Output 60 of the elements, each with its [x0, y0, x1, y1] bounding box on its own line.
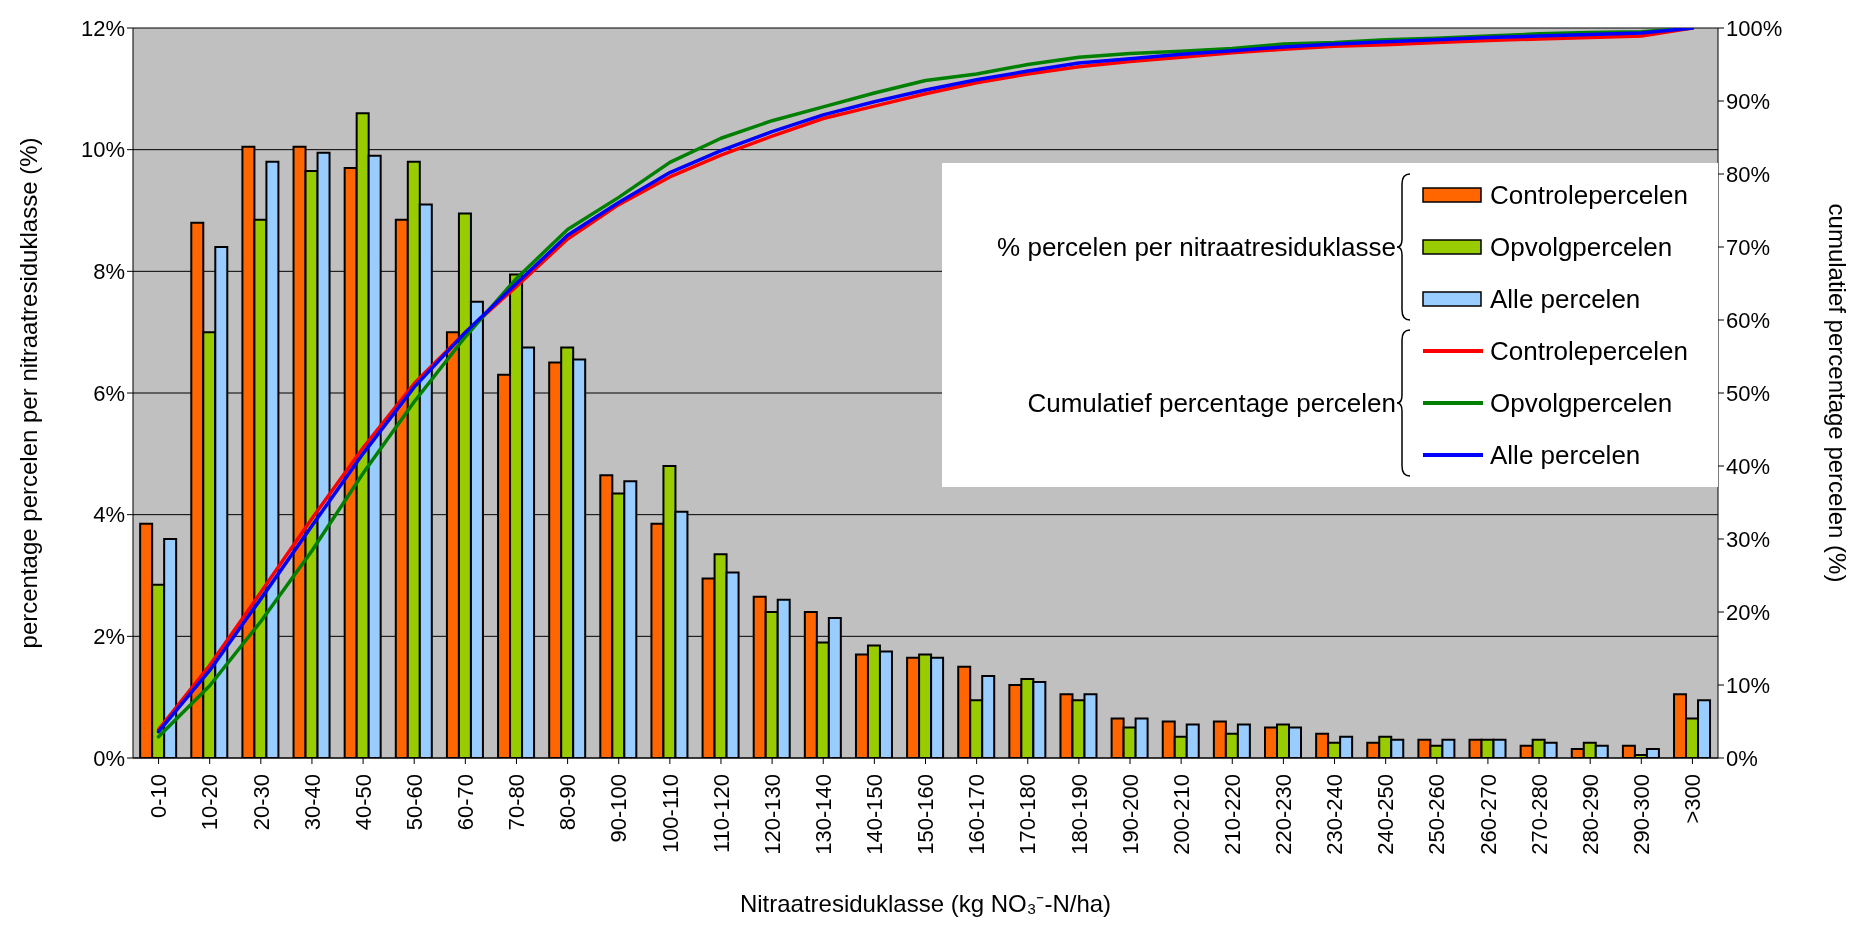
x-tick-label: 80-90	[555, 774, 581, 831]
x-tick-label: 60-70	[453, 774, 479, 831]
legend-label: Opvolgpercelen	[1489, 231, 1673, 263]
x-tick-label: 270-280	[1526, 774, 1552, 855]
y-tick-label: 12%	[80, 15, 125, 41]
x-tick-label: 30-40	[299, 774, 325, 831]
y2-tick-label: 40%	[1726, 453, 1771, 479]
y2-tick-label: 90%	[1726, 88, 1771, 114]
y-tick-label: 8%	[93, 259, 125, 285]
y-tick-label: 10%	[80, 137, 125, 163]
y-tick-label: 4%	[93, 502, 125, 528]
x-tick-label: 290-300	[1629, 774, 1655, 855]
x-tick-label: 170-180	[1015, 774, 1041, 855]
x-tick-label: 90-100	[606, 774, 632, 843]
y-tick-label: 0%	[93, 745, 125, 771]
x-tick-label: 220-230	[1271, 774, 1297, 855]
y2-tick-label: 100%	[1726, 15, 1783, 41]
y2-tick-label: 60%	[1726, 307, 1771, 333]
y2-tick-label: 50%	[1726, 380, 1771, 406]
x-tick-label: 150-160	[913, 774, 939, 855]
y2-tick-label: 20%	[1726, 599, 1771, 625]
legend-label: Alle percelen	[1489, 439, 1641, 471]
x-tick-label: 240-250	[1373, 774, 1399, 855]
x-tick-label: 190-200	[1117, 774, 1143, 855]
x-tick-label: 40-50	[350, 774, 376, 831]
annotation: Cumulatief percentage percelen	[1026, 387, 1396, 419]
x-tick-label: 200-210	[1168, 774, 1194, 855]
x-tick-label: 280-290	[1577, 774, 1603, 855]
y2-tick-label: 0%	[1726, 745, 1758, 771]
legend-label: Controlepercelen	[1489, 179, 1688, 211]
x-tick-label: 250-260	[1424, 774, 1450, 855]
y2-tick-label: 30%	[1726, 526, 1771, 552]
x-tick-label: 0-10	[146, 774, 172, 819]
y-tick-label: 6%	[93, 380, 125, 406]
x-tick-label: 100-110	[657, 774, 683, 854]
x-tick-label: 120-130	[759, 774, 785, 855]
x-tick-label: 20-30	[248, 774, 274, 831]
x-tick-label: 140-150	[862, 774, 888, 855]
y-tick-label: 2%	[93, 624, 125, 650]
x-tick-label: 230-240	[1322, 774, 1348, 855]
annotation: % percelen per nitraatresiduklasse	[996, 231, 1396, 263]
legend-label: Opvolgpercelen	[1489, 387, 1673, 419]
y2-axis-title: cumulatief percentage percelen (%)	[1824, 203, 1852, 583]
y2-tick-label: 10%	[1726, 672, 1771, 698]
y-axis-title: percentage percelen per nitraatresiduklasse (%)	[14, 137, 42, 649]
x-tick-label: 50-60	[401, 774, 427, 831]
x-tick-label: >300	[1680, 774, 1706, 824]
x-tick-label: 10-20	[197, 774, 223, 831]
x-tick-label: 130-140	[810, 774, 836, 855]
x-tick-label: 160-170	[964, 774, 990, 855]
x-tick-label: 210-220	[1219, 774, 1245, 855]
x-tick-label: 70-80	[504, 774, 530, 831]
y2-tick-label: 80%	[1726, 161, 1771, 187]
x-tick-label: 260-270	[1475, 774, 1501, 855]
legend-label: Controlepercelen	[1489, 335, 1688, 367]
y2-tick-label: 70%	[1726, 234, 1771, 260]
x-tick-label: 180-190	[1066, 774, 1092, 855]
legend-label: Alle percelen	[1489, 283, 1641, 315]
x-axis-title: Nitraatresiduklasse (kg NO₃⁻-N/ha)	[739, 890, 1112, 917]
x-tick-label: 110-120	[708, 774, 734, 854]
